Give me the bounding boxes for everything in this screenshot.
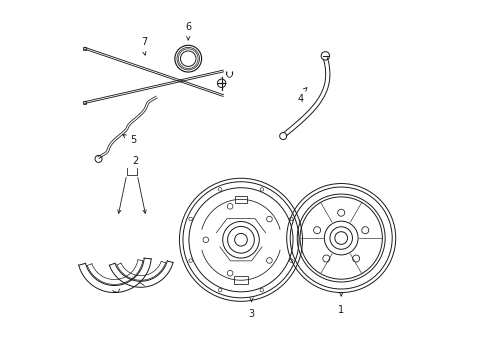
Text: 4: 4: [297, 94, 303, 104]
Text: 7: 7: [141, 37, 147, 47]
FancyBboxPatch shape: [83, 47, 86, 50]
Text: 2: 2: [132, 156, 138, 166]
Text: 6: 6: [185, 22, 191, 32]
Text: 5: 5: [130, 135, 136, 145]
FancyBboxPatch shape: [83, 101, 86, 104]
Text: 1: 1: [338, 305, 344, 315]
Text: 3: 3: [248, 309, 254, 319]
